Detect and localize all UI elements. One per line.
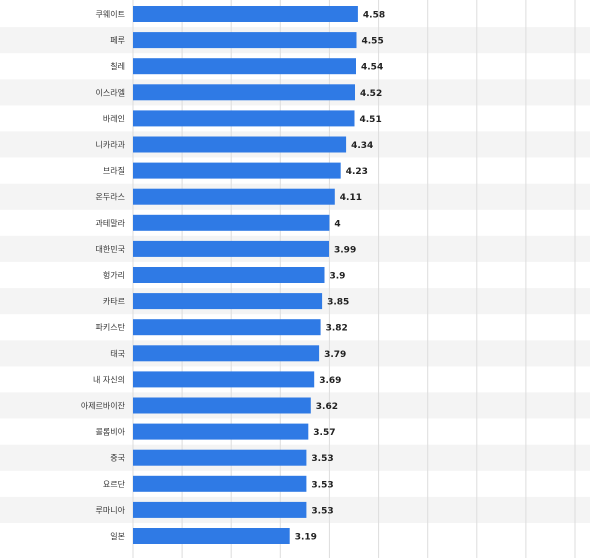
value-label: 4.23 bbox=[346, 167, 368, 177]
category-label: 칠레 bbox=[110, 62, 125, 71]
category-label: 요르단 bbox=[103, 479, 126, 489]
category-label: 대한민국 bbox=[96, 244, 125, 254]
category-label: 바레인 bbox=[103, 113, 125, 123]
value-label: 3.19 bbox=[295, 533, 317, 543]
category-label: 태국 bbox=[110, 349, 125, 358]
category-label: 일본 bbox=[110, 532, 125, 541]
value-label: 3.57 bbox=[313, 428, 335, 438]
value-labels: 4.58 4.55 4.54 4.52 4.51 4.34 4.23 4.11 4 3.99 3.9… bbox=[295, 11, 385, 543]
bar bbox=[133, 423, 309, 440]
value-label: 4.34 bbox=[351, 141, 373, 151]
bar bbox=[133, 240, 329, 257]
bars bbox=[133, 6, 358, 544]
category-label: 카타르 bbox=[103, 297, 125, 306]
category-label: 파키스탄 bbox=[96, 322, 126, 332]
value-label: 3.9 bbox=[330, 272, 346, 282]
value-label: 4.55 bbox=[362, 37, 384, 47]
category-label: 쿠웨이트 bbox=[96, 9, 125, 19]
bar bbox=[133, 293, 323, 310]
category-label: 과테말라 bbox=[96, 219, 126, 228]
bar bbox=[133, 136, 347, 153]
bar bbox=[133, 84, 355, 101]
bar bbox=[133, 188, 335, 205]
bar bbox=[133, 475, 307, 492]
bar bbox=[133, 110, 355, 127]
value-label: 3.62 bbox=[316, 402, 338, 412]
value-label: 4.54 bbox=[361, 63, 383, 73]
category-label: 헝가리 bbox=[103, 271, 125, 280]
category-label: 내 자신의 bbox=[93, 374, 125, 384]
category-label: 콜롬비아 bbox=[96, 427, 126, 437]
bar bbox=[133, 345, 320, 362]
bar bbox=[133, 501, 307, 518]
category-label: 온두라스 bbox=[96, 193, 125, 202]
value-label: 4 bbox=[334, 219, 340, 229]
value-label: 3.53 bbox=[311, 454, 333, 464]
value-label: 4.51 bbox=[360, 115, 382, 125]
value-label: 4.11 bbox=[340, 193, 362, 203]
category-label: 이스라엘 bbox=[96, 87, 125, 97]
category-label: 루마니아 bbox=[96, 505, 126, 515]
category-labels: 쿠웨이트페루칠레이스라엘바레인니카라과브라질온두라스과테말라대한민국헝가리카타르… bbox=[81, 9, 126, 541]
bar bbox=[133, 267, 325, 283]
bar bbox=[133, 32, 357, 49]
value-label: 3.99 bbox=[334, 245, 356, 255]
category-label: 아제르바이잔 bbox=[81, 401, 126, 411]
value-label: 3.53 bbox=[311, 506, 333, 516]
bar bbox=[133, 214, 330, 231]
value-label: 3.69 bbox=[319, 376, 341, 386]
bar bbox=[133, 162, 341, 179]
category-label: 브라질 bbox=[103, 167, 125, 176]
value-label: 3.79 bbox=[324, 350, 346, 360]
value-label: 4.52 bbox=[360, 89, 382, 99]
value-label: 3.53 bbox=[311, 480, 333, 490]
value-label: 4.58 bbox=[363, 11, 385, 21]
category-label: 페루 bbox=[110, 35, 125, 45]
category-label: 중국 bbox=[110, 454, 125, 463]
bar bbox=[133, 449, 307, 466]
bar bbox=[133, 58, 356, 75]
value-label: 3.85 bbox=[327, 298, 349, 308]
category-label: 니카라과 bbox=[96, 140, 126, 150]
bar bbox=[133, 371, 315, 388]
bar bbox=[133, 319, 321, 336]
bar bbox=[133, 528, 290, 544]
bar bbox=[133, 6, 358, 22]
bar bbox=[133, 397, 311, 414]
value-label: 3.82 bbox=[326, 324, 348, 334]
